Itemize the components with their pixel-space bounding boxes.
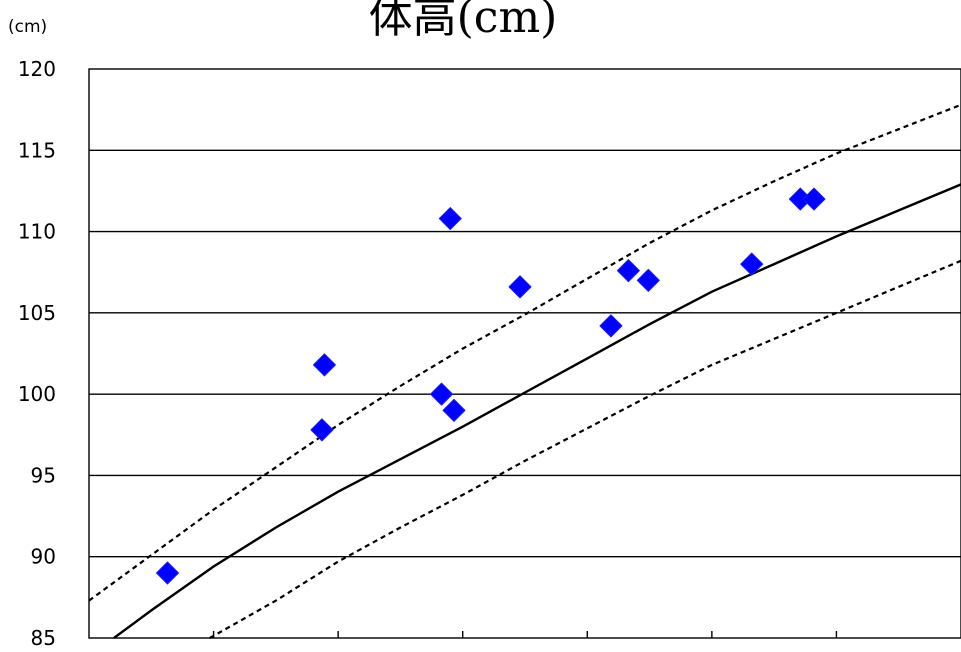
y-axis-ticks: 120 115 110 105 100 95 90 85 bbox=[18, 57, 56, 650]
data-point-marker bbox=[310, 418, 334, 442]
data-point-marker bbox=[740, 252, 764, 276]
data-point-marker bbox=[430, 382, 454, 406]
y-tick-label: 120 bbox=[18, 57, 56, 81]
data-point-marker bbox=[155, 561, 179, 585]
data-point-marker bbox=[636, 268, 660, 292]
chart-title: 体高(cm) bbox=[369, 0, 558, 43]
y-tick-label: 115 bbox=[18, 138, 56, 162]
y-tick-label: 105 bbox=[18, 301, 56, 325]
data-point-marker bbox=[508, 275, 532, 299]
data-point-marker bbox=[438, 207, 462, 231]
data-point-marker bbox=[802, 187, 826, 211]
y-tick-label: 110 bbox=[18, 220, 56, 244]
solid-reference-curve bbox=[113, 183, 961, 639]
reference-curves bbox=[88, 103, 961, 639]
plot-frame bbox=[88, 68, 961, 639]
data-point-marker bbox=[442, 398, 466, 422]
data-point-marker bbox=[616, 259, 640, 283]
data-points bbox=[155, 187, 826, 585]
y-tick-label: 95 bbox=[31, 463, 56, 487]
y-unit-label: (cm) bbox=[8, 17, 47, 37]
y-tick-label: 90 bbox=[31, 545, 56, 569]
dashed-reference-curve bbox=[88, 103, 961, 602]
data-point-marker bbox=[312, 353, 336, 377]
y-tick-label: 100 bbox=[18, 382, 56, 406]
x-axis-ticks bbox=[212, 631, 838, 638]
gridlines bbox=[89, 149, 961, 558]
y-tick-label: 85 bbox=[31, 626, 56, 650]
dashed-reference-curve bbox=[209, 259, 961, 639]
data-point-marker bbox=[599, 314, 623, 338]
